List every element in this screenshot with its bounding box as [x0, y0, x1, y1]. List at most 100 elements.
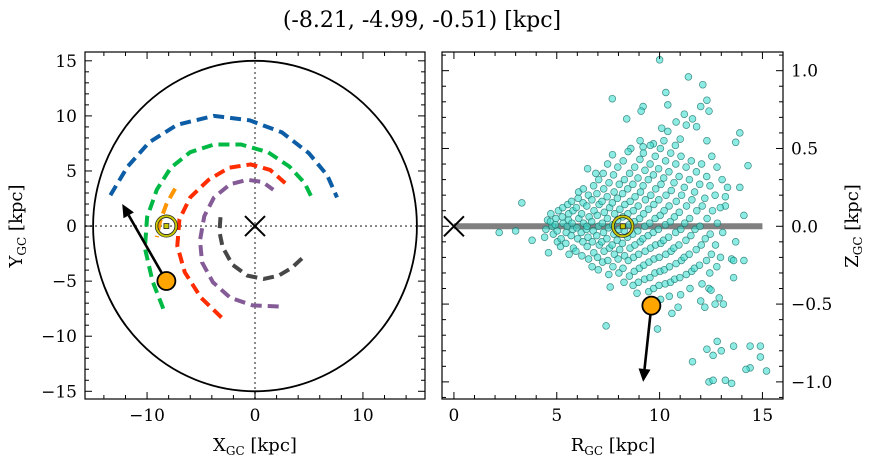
scatter-point	[551, 220, 560, 229]
scatter-point	[629, 206, 638, 215]
y-tick-label: 15	[55, 52, 77, 72]
scatter-point	[630, 163, 639, 171]
scatter-point	[676, 273, 684, 282]
scatter-point	[655, 196, 663, 204]
scatter-point	[698, 202, 706, 210]
scatter-point	[680, 219, 689, 227]
scatter-point	[696, 102, 705, 111]
scatter-point	[635, 214, 644, 223]
x-tick-label: 10	[352, 406, 374, 426]
scatter-point	[701, 194, 709, 203]
scatter-point	[584, 255, 593, 263]
scatter-point	[706, 269, 714, 277]
scatter-point	[614, 163, 622, 171]
scatter-point	[676, 135, 684, 143]
scatter-point	[701, 303, 709, 311]
galactic-center-x-icon	[443, 215, 465, 237]
scatter-point	[599, 228, 608, 237]
scatter-point	[647, 191, 655, 199]
scatter-point	[603, 192, 611, 201]
scatter-point	[731, 238, 740, 246]
galactic-center-x-icon	[244, 215, 266, 237]
scatter-point	[608, 241, 616, 249]
scatter-point	[740, 256, 748, 265]
scatter-point	[664, 127, 672, 136]
scatter-point	[620, 175, 629, 184]
scatter-point	[677, 191, 686, 199]
scatter-point	[622, 115, 631, 123]
scatter-point	[646, 160, 654, 168]
scatter-point	[654, 164, 663, 173]
scatter-point	[650, 200, 658, 209]
left-panel-xy: −10 0 10 −15 −10 −5 0 5 10 15	[41, 51, 426, 426]
velocity-arrow-shaft	[127, 214, 168, 282]
scatter-point	[620, 278, 628, 287]
scatter-point	[613, 194, 622, 203]
scatter-point	[703, 96, 711, 104]
scatter-point	[608, 94, 617, 103]
scatter-point	[639, 210, 648, 218]
scatter-point	[713, 337, 721, 346]
scatter-point	[623, 185, 632, 193]
scatter-point	[731, 138, 740, 147]
scatter-point	[608, 199, 617, 207]
y-tick-label: 10	[55, 107, 77, 127]
scatter-point	[756, 342, 765, 350]
velocity-arrow-head	[638, 368, 651, 382]
scatter-point	[653, 325, 662, 333]
scatter-point	[592, 169, 600, 178]
scatter-point	[614, 255, 622, 263]
scatter-point	[651, 185, 660, 193]
tick-marks	[442, 52, 784, 399]
scatter-point	[665, 292, 674, 301]
x-tick-label: 0	[449, 406, 460, 426]
scatter-point	[602, 322, 610, 330]
scatter-point	[676, 290, 685, 299]
x-tick-label: −10	[129, 406, 165, 426]
scatter-point	[644, 205, 653, 213]
scatter-point	[659, 174, 668, 182]
scatter-point	[567, 197, 576, 206]
scatter-point	[593, 211, 602, 220]
scatter-point	[495, 228, 503, 237]
scatter-point	[674, 303, 682, 311]
scatter-point	[610, 188, 618, 196]
scatter-point	[672, 118, 680, 126]
y-tick-label: 5	[66, 162, 77, 182]
scatter-point	[565, 250, 573, 259]
galaxy-boundary-circle	[92, 59, 418, 393]
scatter-point	[697, 241, 706, 249]
scatter-point	[605, 270, 613, 279]
scatter-point	[685, 214, 694, 223]
scatter-point	[657, 124, 666, 132]
scatter-point	[600, 208, 609, 217]
plot-area	[443, 56, 771, 388]
scatter-point	[646, 273, 654, 282]
scatter-point	[592, 231, 601, 240]
scatter-point	[584, 233, 592, 241]
scatter-point	[634, 278, 643, 287]
scatter-point	[578, 252, 586, 260]
sun-icon	[611, 214, 635, 238]
scatter-point	[717, 347, 726, 355]
scatter-point	[641, 166, 649, 175]
scatter-point	[677, 152, 685, 161]
scatter-point	[572, 203, 581, 212]
scatter-point	[670, 178, 678, 187]
scatter-point	[692, 245, 700, 254]
left-x-axis-label: XGC [kpc]	[213, 435, 297, 458]
scatter-point	[664, 233, 673, 241]
scatter-point	[665, 202, 673, 210]
orbit-arc-line	[217, 217, 305, 281]
scatter-point	[633, 289, 641, 297]
scatter-point	[631, 192, 639, 201]
scatter-point	[682, 121, 691, 129]
orbit-arc-line	[142, 142, 314, 310]
x-stroke	[244, 215, 266, 237]
scatter-point	[762, 367, 771, 375]
sun-outer-ring	[154, 214, 178, 238]
scatter-point	[639, 143, 647, 151]
scatter-point	[702, 172, 711, 181]
scatter-point	[552, 214, 560, 223]
